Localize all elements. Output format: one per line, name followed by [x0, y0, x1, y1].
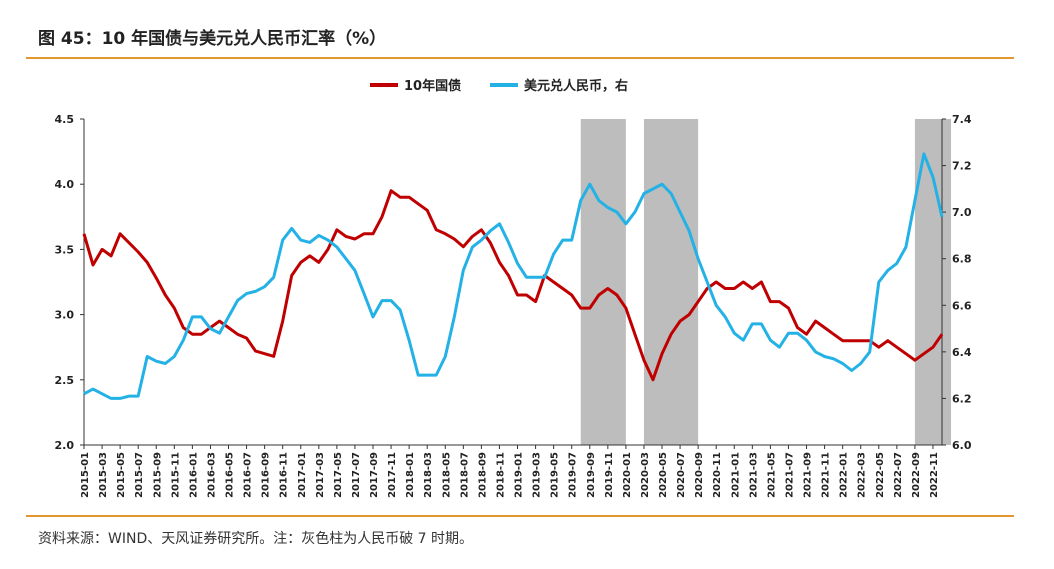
x-tick-label: 2015-07 [134, 452, 145, 498]
x-tick-label: 2016-11 [279, 452, 290, 498]
x-tick-label: 2019-11 [604, 452, 615, 498]
x-tick-label: 2017-07 [351, 452, 362, 498]
x-tick-label: 2021-05 [766, 452, 777, 498]
x-tick-label: 2018-03 [423, 452, 434, 498]
right-tick-label: 6.0 [952, 439, 972, 452]
x-tick-label: 2021-03 [748, 452, 759, 498]
x-tick-label: 2017-05 [333, 452, 344, 498]
x-tick-label: 2019-05 [550, 452, 561, 498]
x-tick-label: 2020-09 [694, 452, 705, 498]
x-tick-label: 2016-03 [206, 452, 217, 498]
right-tick-label: 6.2 [952, 392, 972, 405]
x-tick-label: 2022-01 [839, 452, 850, 498]
right-tick-label: 7.0 [952, 206, 972, 219]
left-tick-label: 2.0 [55, 439, 75, 452]
x-tick-label: 2016-07 [243, 452, 254, 498]
right-tick-label: 7.4 [952, 113, 972, 126]
x-tick-label: 2018-05 [441, 452, 452, 498]
x-tick-label: 2020-05 [658, 452, 669, 498]
shaded-period-0 [580, 119, 626, 445]
x-tick-label: 2022-09 [911, 452, 922, 498]
x-tick-label: 2021-07 [784, 452, 795, 498]
x-tick-label: 2015-01 [80, 452, 91, 498]
shaded-period-1 [643, 119, 699, 445]
x-tick-label: 2019-03 [532, 452, 543, 498]
x-tick-label: 2016-01 [188, 452, 199, 498]
line-chart: 2.0 2.5 3.0 3.5 4.0 4.5 6.0 6.2 6.4 6.6 6.8 7.0 7.2 7… [55, 78, 972, 498]
x-tick-label: 2016-05 [225, 452, 236, 498]
legend-label: 美元兑人民币，右 [524, 78, 628, 94]
x-tick-label: 2022-05 [875, 452, 886, 498]
x-tick-label: 2021-09 [803, 452, 814, 498]
x-tick-label: 2017-11 [387, 452, 398, 498]
series-line-10y-bond [82, 189, 944, 382]
right-tick-label: 6.6 [952, 299, 972, 312]
x-tick-label: 2015-03 [98, 452, 109, 498]
right-tick-label: 7.2 [952, 160, 972, 173]
x-tick-label: 2020-11 [712, 452, 723, 498]
x-tick-label: 2022-07 [893, 452, 904, 498]
left-tick-label: 4.0 [55, 178, 75, 191]
x-tick-label: 2015-09 [152, 452, 163, 498]
x-tick-label: 2020-07 [676, 452, 687, 498]
legend-label: 10年国债 [404, 78, 461, 94]
left-tick-label: 4.5 [55, 113, 75, 126]
top-rule [26, 57, 1014, 59]
x-tick-label: 2015-11 [170, 452, 181, 498]
left-tick-label: 3.0 [55, 309, 75, 322]
x-tick-label: 2018-07 [459, 452, 470, 498]
bottom-rule [26, 515, 1014, 517]
x-tick-label: 2019-01 [514, 452, 525, 498]
x-tick-label: 2018-09 [477, 452, 488, 498]
x-tick-label: 2019-07 [568, 452, 579, 498]
x-tick-label: 2017-09 [369, 452, 380, 498]
left-tick-label: 2.5 [55, 374, 75, 387]
right-tick-label: 6.8 [952, 253, 972, 266]
x-tick-label: 2022-11 [929, 452, 940, 498]
x-tick-label: 2021-11 [821, 452, 832, 498]
x-tick-label: 2018-01 [405, 452, 416, 498]
x-tick-label: 2015-05 [116, 452, 127, 498]
series-line-usdcny [83, 152, 944, 400]
left-tick-label: 3.5 [55, 243, 75, 256]
x-tick-label: 2020-01 [622, 452, 633, 498]
x-tick-label: 2016-09 [261, 452, 272, 498]
source-note: 资料来源：WIND、天风证券研究所。注：灰色柱为人民币破 7 时期。 [38, 531, 474, 547]
x-tick-label: 2018-11 [495, 452, 506, 498]
right-tick-label: 6.4 [952, 346, 972, 359]
chart-title: 图 45：10 年国债与美元兑人民币汇率（%） [38, 29, 387, 49]
x-tick-label: 2017-01 [297, 452, 308, 498]
x-tick-label: 2021-01 [730, 452, 741, 498]
x-tick-label: 2017-03 [315, 452, 326, 498]
x-tick-label: 2019-09 [586, 452, 597, 498]
x-tick-label: 2020-03 [640, 452, 651, 498]
x-tick-label: 2022-03 [857, 452, 868, 498]
